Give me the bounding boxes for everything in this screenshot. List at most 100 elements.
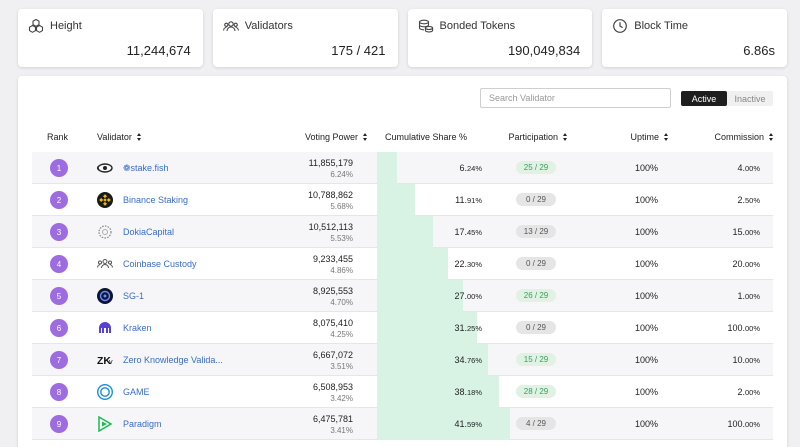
- svg-text:ZK: ZK: [97, 356, 111, 367]
- stat-label: Validators: [244, 20, 293, 32]
- cumulative-share-dec: 76%: [466, 356, 482, 365]
- uptime-value: 100%: [634, 195, 658, 205]
- table-row[interactable]: 3 DokiaCapital 10,512,113 5.53% 17.45% 1…: [32, 216, 773, 248]
- rank-badge: 5: [50, 287, 68, 305]
- stakefish-icon: [97, 160, 113, 176]
- stat-label: Block Time: [634, 20, 689, 32]
- commission-int: 100.: [727, 419, 745, 429]
- commission-int: 15.: [732, 227, 745, 237]
- voting-power-percent: 3.41%: [330, 426, 353, 435]
- dokia-icon: [97, 224, 113, 240]
- validator-name-link[interactable]: DokiaCapital: [123, 227, 175, 237]
- commission-int: 100.: [727, 323, 745, 333]
- svg-text:v: v: [109, 357, 113, 366]
- commission-dec: 00%: [744, 292, 760, 301]
- stat-card-block-time: Block Time 6.86s: [602, 9, 787, 67]
- commission-value: 20.00%: [732, 259, 760, 269]
- column-participation[interactable]: Participation: [508, 132, 568, 142]
- validator-name-link[interactable]: Kraken: [123, 323, 152, 333]
- stats-bar: Height 11,244,674 Validators 175 / 421 B…: [18, 9, 787, 67]
- cumulative-share-int: 41.: [454, 419, 467, 429]
- validator-name-link[interactable]: Paradigm: [123, 419, 162, 429]
- table-row[interactable]: 2 Binance Staking 10,788,862 5.68% 11.91…: [32, 184, 773, 216]
- rank-badge: 3: [50, 223, 68, 241]
- voting-power: 11,855,179 6.24%: [309, 157, 353, 181]
- voting-power: 6,475,781 3.41%: [313, 413, 353, 437]
- cumulative-share-bar: [377, 344, 489, 376]
- rank-badge: 1: [50, 159, 68, 177]
- sort-icon[interactable]: [136, 133, 142, 141]
- stat-value: 190,049,834: [507, 43, 581, 58]
- cumulative-share: 11.91%: [455, 195, 482, 205]
- sort-icon[interactable]: [664, 133, 669, 141]
- validator-name-link[interactable]: Zero Knowledge Valida...: [123, 355, 223, 365]
- column-commission[interactable]: Commission: [714, 132, 774, 142]
- uptime-value: 100%: [634, 259, 658, 269]
- tab-inactive[interactable]: Inactive: [734, 93, 766, 104]
- commission-value: 100.00%: [727, 323, 760, 333]
- cumulative-share: 6.24%: [459, 163, 482, 173]
- participation-badge: 25 / 29: [516, 161, 556, 174]
- cumulative-share-dec: 18%: [466, 388, 482, 397]
- voting-power-percent: 4.86%: [330, 266, 353, 275]
- validator-name-link[interactable]: GAME: [123, 387, 150, 397]
- table-row[interactable]: 8 GAME 6,508,953 3.42% 38.18% 28 / 29 10…: [32, 376, 773, 408]
- table-row[interactable]: 6 Kraken 8,075,410 4.25% 31.25% 0 / 29 1…: [32, 312, 773, 344]
- users-icon: [222, 21, 239, 32]
- validator-name-link[interactable]: Coinbase Custody: [123, 259, 197, 269]
- tab-active[interactable]: Active: [681, 91, 727, 106]
- voting-power-percent: 6.24%: [330, 170, 353, 179]
- participation-badge: 0 / 29: [516, 321, 556, 334]
- uptime-value: 100%: [634, 227, 658, 237]
- column-uptime[interactable]: Uptime: [630, 132, 669, 142]
- voting-power-value: 8,925,553: [312, 286, 353, 296]
- voting-power-percent: 4.25%: [330, 330, 353, 339]
- column-cumulative-share: Cumulative Share %: [385, 132, 467, 142]
- uptime-value: 100%: [634, 419, 658, 429]
- stat-card-height: Height 11,244,674: [18, 9, 203, 67]
- sort-icon[interactable]: [563, 133, 568, 141]
- commission-int: 2.: [737, 387, 745, 397]
- uptime-value: 100%: [634, 291, 658, 301]
- column-label: Cumulative Share %: [384, 132, 467, 142]
- rank-badge: 2: [50, 191, 68, 209]
- column-voting-power[interactable]: Voting Power: [305, 132, 368, 142]
- commission-dec: 00%: [744, 260, 760, 269]
- game-icon: [97, 384, 113, 400]
- table-row[interactable]: 5 SG-1 8,925,553 4.70% 27.00% 26 / 29 10…: [32, 280, 773, 312]
- cumulative-share: 27.00%: [454, 291, 482, 301]
- uptime-value: 100%: [634, 355, 658, 365]
- cumulative-share: 31.25%: [454, 323, 482, 333]
- rank-badge: 4: [50, 255, 68, 273]
- stat-card-bonded-tokens: Bonded Tokens 190,049,834: [407, 9, 593, 67]
- commission-dec: 00%: [744, 420, 760, 429]
- cumulative-share-int: 34.: [454, 355, 467, 365]
- validator-name-link[interactable]: Binance Staking: [123, 195, 189, 205]
- stat-label: Bonded Tokens: [439, 20, 516, 32]
- sort-icon[interactable]: [363, 133, 368, 141]
- cumulative-share-bar: [377, 408, 511, 440]
- table-row[interactable]: 1 ❁stake.fish 11,855,179 6.24% 6.24% 25 …: [32, 152, 773, 184]
- commission-value: 10.00%: [732, 355, 760, 365]
- participation-badge: 13 / 29: [516, 225, 556, 238]
- sort-icon[interactable]: [769, 133, 774, 141]
- validator-name-link[interactable]: SG-1: [123, 291, 145, 301]
- search-input[interactable]: [480, 88, 671, 108]
- blocks-icon: [28, 18, 44, 33]
- cumulative-share-int: 11.: [455, 195, 467, 205]
- participation-badge: 26 / 29: [516, 289, 556, 302]
- commission-dec: 00%: [744, 388, 760, 397]
- column-validator[interactable]: Validator: [97, 132, 142, 142]
- voting-power-value: 9,233,455: [312, 254, 353, 264]
- cumulative-share-bar: [377, 184, 416, 216]
- table-row[interactable]: 4 Coinbase Custody 9,233,455 4.86% 22.30…: [32, 248, 773, 280]
- table-row[interactable]: 9 Paradigm 6,475,781 3.41% 41.59% 4 / 29…: [32, 408, 773, 440]
- cumulative-share-bar: [377, 376, 500, 408]
- voting-power-value: 6,475,781: [312, 414, 353, 424]
- cumulative-share: 41.59%: [454, 419, 482, 429]
- voting-power-percent: 3.42%: [330, 394, 353, 403]
- voting-power: 9,233,455 4.86%: [313, 253, 353, 277]
- validator-name-link[interactable]: ❁stake.fish: [123, 163, 169, 173]
- column-label: Uptime: [630, 132, 659, 142]
- table-row[interactable]: 7 ZK v Zero Knowledge Valida... 6,667,072…: [32, 344, 773, 376]
